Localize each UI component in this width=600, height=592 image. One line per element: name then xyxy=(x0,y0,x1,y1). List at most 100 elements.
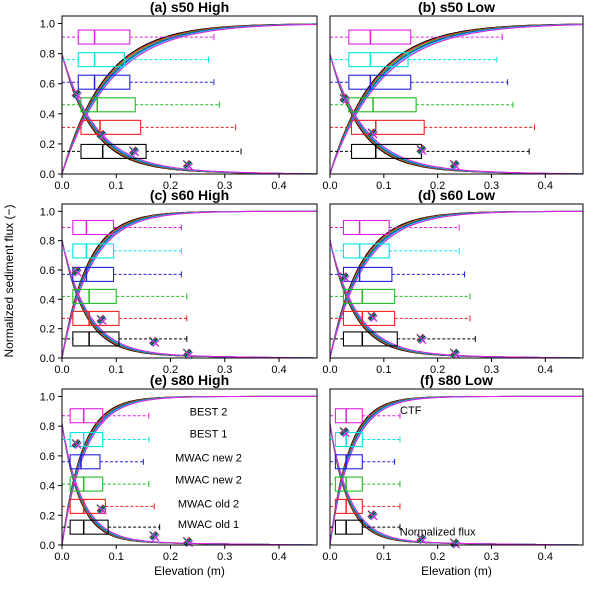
ctf-curve xyxy=(330,210,583,358)
y-tick-label: 0.0 xyxy=(40,353,55,365)
flux-curve xyxy=(62,54,317,174)
boxplot-box xyxy=(69,454,101,470)
flux-point xyxy=(96,129,107,141)
flux-marker xyxy=(152,339,160,347)
boxplot xyxy=(330,408,401,424)
y-tick-label: 1.0 xyxy=(40,391,55,403)
x-tick-label: 0.3 xyxy=(217,551,232,563)
y-tick-label: 0.6 xyxy=(40,265,55,277)
x-tick-label: 0.2 xyxy=(163,180,178,192)
boxplot xyxy=(62,454,144,470)
boxplot xyxy=(62,331,188,347)
flux-curve xyxy=(330,54,583,174)
ctf-curve xyxy=(62,23,317,174)
flux-curve xyxy=(330,54,583,174)
boxplot-box xyxy=(348,74,412,90)
flux-marker xyxy=(152,533,160,542)
panel-frame xyxy=(329,388,584,546)
ctf-curve xyxy=(62,23,317,174)
flux-curve xyxy=(62,53,317,174)
flux-point xyxy=(71,89,82,100)
boxplot-box xyxy=(80,143,147,159)
flux-point xyxy=(96,314,107,325)
ctf-curve xyxy=(330,24,583,174)
curves xyxy=(62,210,317,358)
x-tick-label: 0.4 xyxy=(538,364,553,376)
x-tick-label: 0.2 xyxy=(430,364,445,376)
curves xyxy=(330,23,583,174)
flux-marker xyxy=(185,351,193,359)
boxplot-box xyxy=(350,119,425,135)
flux-point xyxy=(416,333,427,345)
ctf-curve xyxy=(62,210,317,358)
boxplot xyxy=(330,454,396,470)
boxplot-box xyxy=(69,408,104,424)
boxplot-box xyxy=(77,74,131,90)
x-axis-label: Elevation (m) xyxy=(421,564,492,578)
ctf-curve xyxy=(330,210,583,358)
boxplot-box xyxy=(72,219,115,236)
boxplot xyxy=(330,331,476,347)
boxplot-box xyxy=(342,288,396,304)
y-tick-label: 0.8 xyxy=(40,236,55,248)
flux-point xyxy=(339,272,350,283)
curves xyxy=(330,395,583,545)
flux-point xyxy=(182,159,193,171)
y-tick-label: 0.0 xyxy=(40,540,55,552)
x-tick-label: 0.4 xyxy=(538,180,553,192)
flux-point xyxy=(367,510,378,521)
flux-curve xyxy=(62,54,317,174)
boxplot xyxy=(330,243,460,259)
flux-point xyxy=(182,348,193,359)
boxplot-box xyxy=(69,431,104,448)
ctf-curve xyxy=(62,23,317,174)
y-tick-label: 0.8 xyxy=(40,421,55,433)
boxplot-box xyxy=(348,52,409,68)
flux-marker xyxy=(342,275,350,283)
flux-marker xyxy=(74,269,82,277)
ctf-curve xyxy=(62,210,317,358)
flux-point xyxy=(71,266,82,277)
panel-frame xyxy=(61,15,318,175)
flux-marker xyxy=(185,162,193,171)
ctf-curve xyxy=(330,23,583,174)
curves xyxy=(330,210,583,358)
boxplot-box xyxy=(342,219,390,236)
flux-marker xyxy=(370,314,378,323)
y-axis-label: Normalized sediment flux (−) xyxy=(2,204,16,357)
boxplot xyxy=(62,97,220,113)
ctf-curve xyxy=(330,23,583,174)
y-tick-label: 0.8 xyxy=(40,49,55,61)
panel-frame xyxy=(61,388,318,546)
y-tick-label: 0.4 xyxy=(40,481,55,493)
boxplot xyxy=(330,119,536,135)
boxplot-box xyxy=(334,454,363,470)
boxplot xyxy=(330,266,466,282)
ctf-curve xyxy=(62,210,317,358)
y-tick-label: 0.2 xyxy=(40,324,55,336)
panel-title: (a) s50 High xyxy=(150,0,229,15)
boxplot xyxy=(62,243,182,259)
boxplot xyxy=(62,431,150,448)
boxplot xyxy=(62,266,182,282)
boxplot-box xyxy=(334,431,363,448)
ctf-curve xyxy=(330,210,583,358)
flux-marker xyxy=(342,96,350,104)
flux-marker xyxy=(452,162,461,171)
ctf-curve xyxy=(330,23,583,174)
annotation-label: MWAC new 2 xyxy=(175,452,242,464)
boxplot-box xyxy=(348,29,412,45)
flux-point xyxy=(339,93,350,104)
boxplot-box xyxy=(69,519,109,535)
boxplot xyxy=(62,408,150,424)
y-tick-label: 1.0 xyxy=(40,19,55,31)
flux-marker xyxy=(370,131,378,139)
x-tick-label: 0.1 xyxy=(376,180,391,192)
annotation-label: MWAC old 1 xyxy=(178,519,239,531)
x-tick-label: 0.0 xyxy=(322,180,337,192)
ctf-curve xyxy=(330,210,583,358)
boxplot-box xyxy=(69,498,106,514)
flux-point xyxy=(339,426,350,438)
boxplot xyxy=(62,219,182,236)
